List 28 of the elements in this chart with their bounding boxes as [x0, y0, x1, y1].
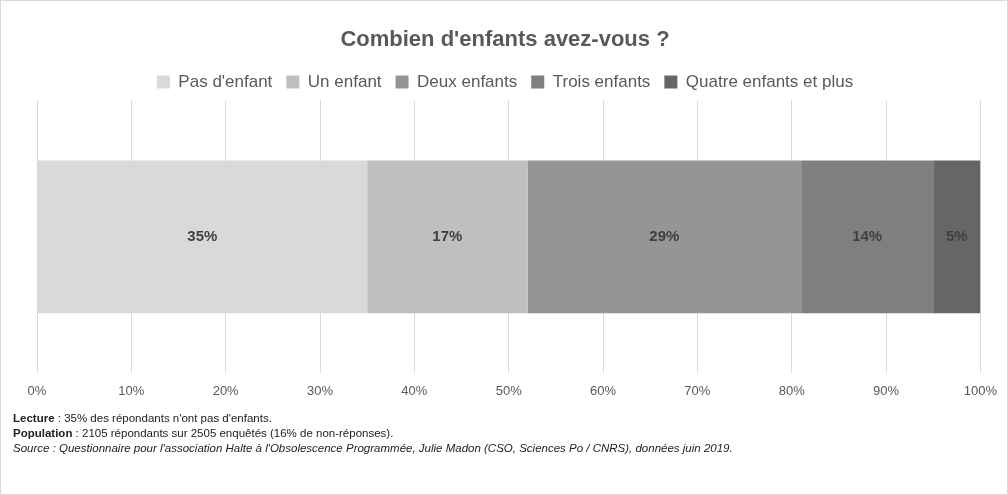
x-tick-label: 70%: [684, 382, 711, 398]
data-label: 17%: [432, 227, 463, 245]
x-tick-label: 20%: [212, 382, 240, 398]
legend-label: Trois enfants: [552, 71, 651, 91]
x-tick-label: 40%: [401, 382, 428, 398]
data-label: 14%: [852, 227, 883, 245]
bar: [527, 160, 802, 314]
x-tick-label: 80%: [778, 382, 806, 398]
data-label: 35%: [187, 227, 218, 245]
x-tick-label: 50%: [495, 382, 523, 398]
legend-label: Pas d'enfant: [178, 71, 273, 91]
legend-label: Un enfant: [307, 71, 382, 91]
text: Lecture : 35% des répondants n'ont pas d'enfants.: [13, 411, 273, 426]
bar: [367, 160, 528, 314]
source-note: Source : Questionnaire pour l'association Halte à l'Obsolescence Programmée, Julie Madon (CSO, Sciences Po / CNRS), données juin 2019.: [13, 441, 733, 456]
x-tick-label: 0%: [27, 382, 47, 398]
bar: [933, 160, 981, 314]
x-tick-label: 100%: [963, 382, 998, 398]
legend-label: Quatre enfants et plus: [685, 71, 854, 91]
legend-label: Deux enfants: [417, 71, 518, 91]
text: Population : 2105 répondants sur 2505 enquêtés (16% de non-réponses).: [13, 426, 395, 441]
chart-title: Combien d'enfants avez-vous ?: [340, 26, 670, 52]
bar: [801, 160, 934, 314]
data-label: 29%: [649, 227, 680, 245]
x-tick-label: 30%: [307, 382, 334, 398]
x-tick-label: 90%: [873, 382, 900, 398]
x-tick-label: 60%: [590, 382, 617, 398]
x-tick-label: 10%: [118, 382, 145, 398]
